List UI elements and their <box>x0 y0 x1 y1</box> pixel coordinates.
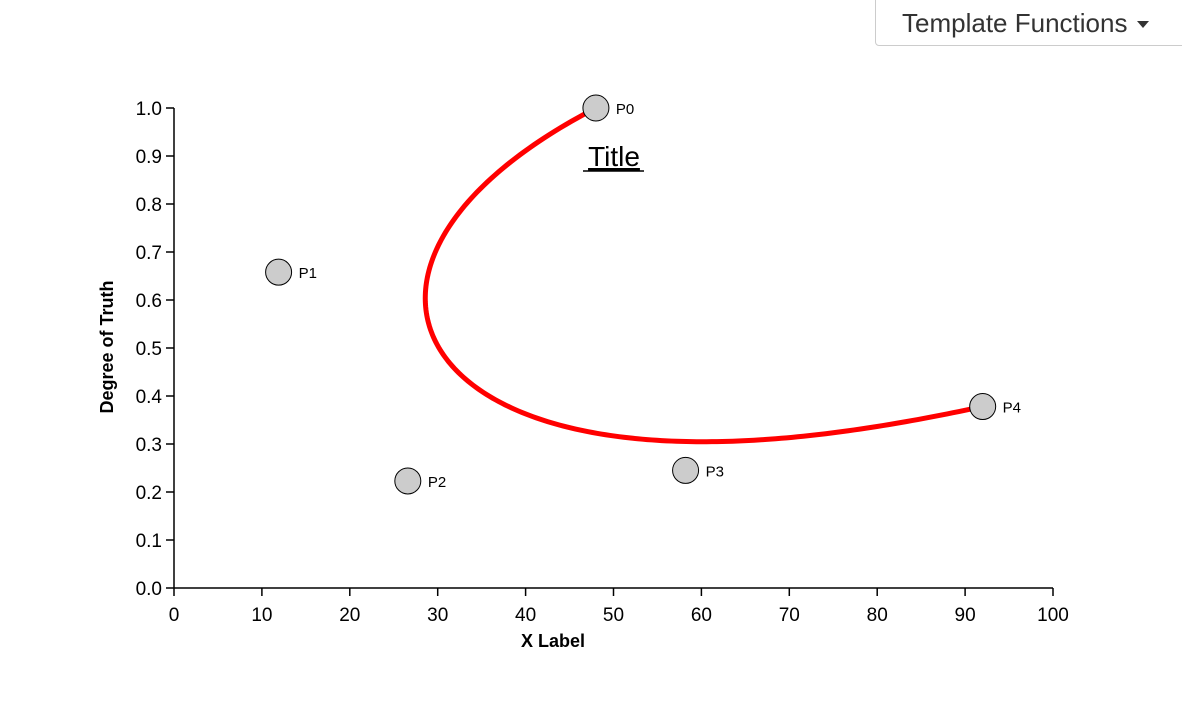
y-tick-label: 0.9 <box>136 147 162 168</box>
x-tick-label: 70 <box>779 605 800 626</box>
y-tick-label: 0.2 <box>136 483 162 504</box>
bezier-curve <box>422 105 986 445</box>
y-tick-label: 0.4 <box>136 387 163 408</box>
y-axis: 0.0 0.1 0.2 0.3 0.4 0.5 0.6 0.7 0.8 0.9 1.0 <box>136 99 175 600</box>
control-point-label: P2 <box>428 474 446 491</box>
x-tick-label: 90 <box>955 605 976 626</box>
y-tick-label: 0.6 <box>136 291 162 312</box>
y-tick-label: 0.3 <box>136 435 162 456</box>
control-point-label: P1 <box>299 265 317 282</box>
x-tick-label: 100 <box>1037 605 1069 626</box>
y-tick-label: 0.1 <box>136 531 162 552</box>
control-point-p2[interactable] <box>394 467 422 495</box>
control-point-label: P3 <box>706 463 724 480</box>
x-tick-label: 0 <box>169 605 180 626</box>
chart-title: Title <box>588 141 640 172</box>
control-point-p4[interactable] <box>969 393 997 421</box>
x-tick-label: 80 <box>867 605 888 626</box>
y-tick-label: 0.5 <box>136 339 162 360</box>
control-point-p0[interactable] <box>582 94 610 122</box>
y-tick-label: 1.0 <box>136 99 162 120</box>
x-axis: 0 10 20 30 40 50 60 70 80 90 100 <box>169 587 1069 626</box>
x-tick-label: 10 <box>251 605 272 626</box>
x-tick-label: 20 <box>339 605 360 626</box>
template-functions-dropdown[interactable]: Template Functions <box>875 0 1182 46</box>
x-tick-label: 30 <box>427 605 448 626</box>
y-tick-label: 0.8 <box>136 195 162 216</box>
y-tick-label: 0.7 <box>136 243 162 264</box>
x-tick-label: 60 <box>691 605 712 626</box>
control-point-p1[interactable] <box>265 258 293 286</box>
caret-down-icon <box>1137 20 1150 28</box>
dropdown-label: Template Functions <box>902 7 1128 38</box>
y-tick-label: 0.0 <box>136 579 162 600</box>
control-point-label: P4 <box>1003 400 1021 417</box>
control-points: P0 P1 P2 P3 P4 <box>265 94 1021 495</box>
control-point-p3[interactable] <box>672 456 700 484</box>
x-axis-label: X Label <box>521 631 585 651</box>
y-axis-label: Degree of Truth <box>97 280 117 413</box>
x-tick-label: 40 <box>515 605 536 626</box>
x-tick-label: 50 <box>603 605 624 626</box>
control-point-label: P0 <box>616 101 634 118</box>
